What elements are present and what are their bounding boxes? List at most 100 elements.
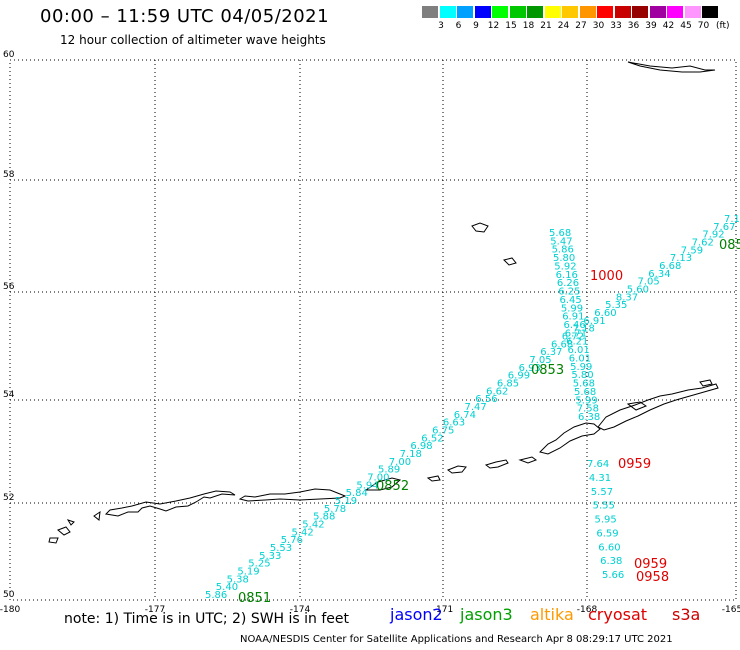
colorbar-label: 33 xyxy=(610,21,622,31)
swh-value-diagonal-track: 6.56 xyxy=(475,394,497,405)
coastline-segment xyxy=(446,465,467,474)
swh-value-north-track: 6.01 xyxy=(568,345,590,356)
swh-value-diagonal-track: 5.33 xyxy=(259,551,281,562)
swh-value-diagonal-track: 6.93 xyxy=(519,363,541,374)
axis-tick-labels: -180 -177 -174 -171 -168 -165 60 58 56 54 52 50 xyxy=(0,50,740,615)
colorbar-label: 42 xyxy=(662,21,675,31)
swh-value-north-track: 5.99 xyxy=(570,362,592,373)
colorbar-label: 70 xyxy=(697,21,710,31)
colorbar-swatch xyxy=(509,6,526,18)
swh-value-diagonal-track: 5.94 xyxy=(356,480,378,491)
swh-value-diagonal-track: 5.42 xyxy=(292,527,314,538)
colorbar-label: 27 xyxy=(575,21,587,31)
swh-value-south-track: 7.64 xyxy=(587,459,609,470)
colorbar-swatch xyxy=(579,6,596,18)
longitude-tick-label: -177 xyxy=(145,605,165,615)
coastline-segment xyxy=(238,488,347,502)
footer-credit: NOAA/NESDIS Center for Satellite Applica… xyxy=(240,634,673,645)
pass-time-label: 0959 xyxy=(634,557,667,572)
coastline-segment xyxy=(48,537,59,544)
map-title: 00:00 – 11:59 UTC 04/05/2021 xyxy=(40,6,330,27)
swh-value-north-track: 6.45 xyxy=(560,295,582,306)
swh-value-diagonal-track: 7.18 xyxy=(573,324,595,335)
colorbar-swatch xyxy=(457,6,473,18)
swh-value-diagonal-track: 6.91 xyxy=(583,316,605,327)
swh-value-diagonal-track: 7.92 xyxy=(702,230,724,241)
swh-value-diagonal-track: 7.67 xyxy=(713,222,735,233)
swh-value-south-track: 5.57 xyxy=(591,487,613,498)
latitude-tick-label: 50 xyxy=(3,590,15,600)
swh-value-south-track: 5.95 xyxy=(595,515,617,526)
legend-jason3: jason3 xyxy=(460,605,513,624)
swh-value-north-track: 6.21 xyxy=(566,337,588,348)
swh-value-diagonal-track: 6.37 xyxy=(540,347,562,358)
swh-value-north-track: 6.16 xyxy=(556,270,578,281)
longitude-tick-label: -165 xyxy=(722,605,740,615)
colorbar-swatch xyxy=(597,6,613,18)
coastline-segment xyxy=(93,510,101,521)
legend-s3a: s3a xyxy=(672,605,701,624)
colorbar-label: 6 xyxy=(455,21,462,31)
swh-value-diagonal-track: 5.19 xyxy=(335,496,357,507)
colorbar-label: 39 xyxy=(645,21,657,31)
swh-value-diagonal-track: 7.59 xyxy=(681,245,703,256)
swh-value-north-track: 6.91 xyxy=(562,312,584,323)
colorbar-swatch xyxy=(632,6,648,18)
colorbar-swatch xyxy=(684,6,701,18)
longitude-tick-label: -174 xyxy=(290,605,311,615)
swh-value-north-track: 5.92 xyxy=(554,262,576,273)
pass-time-label: 0958 xyxy=(636,570,669,585)
swh-value-diagonal-track: 8.37 xyxy=(616,292,638,303)
coastline-segment xyxy=(503,257,517,266)
swh-value-diagonal-track: 5.53 xyxy=(270,543,292,554)
lat-lon-grid xyxy=(9,59,737,601)
swh-value-north-track: 5.99 xyxy=(561,303,583,314)
colorbar-unit: (ft) xyxy=(716,21,730,31)
swh-value-diagonal-track: 5.86 xyxy=(205,590,227,601)
swh-value-diagonal-track: 5.84 xyxy=(346,488,368,499)
colorbar-label: 12 xyxy=(487,21,500,31)
swh-value-diagonal-track: 5.88 xyxy=(313,512,335,523)
swh-value-diagonal-track: 5.40 xyxy=(216,582,238,593)
colorbar-label: 9 xyxy=(473,21,479,31)
coastline-segment xyxy=(484,459,509,469)
swh-value-north-track: 5.86 xyxy=(552,245,574,256)
swh-value-diagonal-track: 7.62 xyxy=(692,238,714,249)
coastline-segment xyxy=(364,477,402,491)
colorbar-swatch xyxy=(614,6,631,18)
colorbar-label: 45 xyxy=(680,21,692,31)
swh-value-diagonal-track: 5.19 xyxy=(237,567,259,578)
swh-value-south-track: 6.38 xyxy=(600,556,622,567)
swh-value-north-track: 6.01 xyxy=(569,354,591,365)
swh-value-diagonal-track: 7.05 xyxy=(529,355,551,366)
swh-value-diagonal-track: 6.52 xyxy=(421,433,443,444)
latitude-tick-label: 58 xyxy=(3,170,15,180)
coastline-segment xyxy=(104,490,236,517)
colorbar-label: 24 xyxy=(557,21,570,31)
swh-value-north-track: 5.68 xyxy=(574,387,596,398)
colorbar-swatch xyxy=(474,6,491,18)
colorbar-swatch xyxy=(544,6,561,18)
latitude-tick-label: 60 xyxy=(3,50,15,60)
legend-cryosat: cryosat xyxy=(588,605,648,624)
map-frame xyxy=(9,59,737,601)
coastline-segment xyxy=(66,519,75,526)
swh-value-north-track: 5.99 xyxy=(575,395,597,406)
swh-value-diagonal-track: 7.00 xyxy=(367,473,389,484)
pass-time-label: 0851 xyxy=(238,591,271,606)
swh-value-diagonal-track: 7.13 xyxy=(670,253,692,264)
legend-jason2: jason2 xyxy=(390,605,443,624)
swh-value-north-track: 6.38 xyxy=(578,412,600,423)
colorbar-swatch xyxy=(422,6,438,18)
colorbar-label: 3 xyxy=(438,21,444,31)
swh-value-diagonal-track: 6.85 xyxy=(497,379,519,390)
swh-value-diagonal-track: 6.68 xyxy=(551,339,573,350)
pass-time-label: 0959 xyxy=(618,457,651,472)
legend-altika: altika xyxy=(530,605,574,624)
colorbar-label: 21 xyxy=(540,21,552,31)
swh-value-south-track: 4.31 xyxy=(589,473,611,484)
swh-value-north-track: 5.80 xyxy=(571,370,593,381)
colorbar-swatch xyxy=(702,6,718,18)
